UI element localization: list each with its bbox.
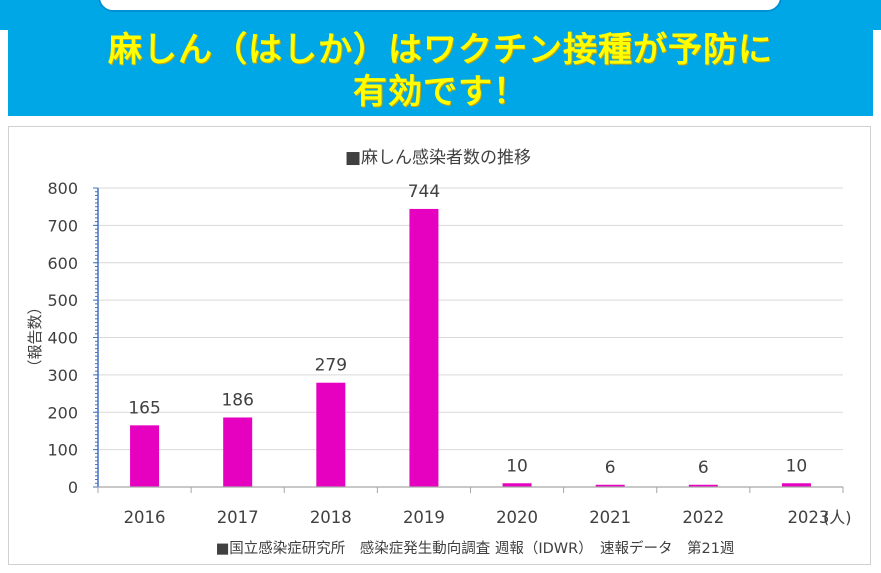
bar-2016 (130, 425, 160, 487)
data-label-2023: 10 (786, 456, 808, 476)
bar-2022 (688, 484, 718, 487)
y-tick-label: 400 (47, 329, 78, 348)
x-tick-label-2020: 2020 (496, 508, 538, 527)
y-tick-label: 200 (47, 403, 78, 422)
data-label-2020: 10 (506, 456, 528, 476)
bar-2019 (409, 208, 439, 487)
data-label-2022: 6 (698, 458, 709, 478)
y-tick-label: 500 (47, 291, 78, 310)
y-axis-label: （報告数） (26, 299, 44, 374)
legend-source: ■国立感染症研究所 感染症発生動向調査 週報（IDWR） 速報データ 第21週 (216, 539, 735, 557)
x-axis-unit: (人) (823, 508, 852, 527)
x-tick-label-2018: 2018 (310, 508, 352, 527)
x-tick-label-2019: 2019 (403, 508, 445, 527)
x-tick-label-2023: 2023 (787, 508, 829, 527)
headline-banner: 麻しん（はしか）はワクチン接種が予防に 有効です！ (8, 24, 873, 116)
data-label-2018: 279 (315, 356, 347, 376)
headline-line-1: 麻しん（はしか）はワクチン接種が予防に (108, 30, 773, 70)
x-tick-label-2022: 2022 (682, 508, 724, 527)
bar-2018 (316, 382, 346, 487)
data-label-2017: 186 (221, 390, 253, 410)
y-tick-label: 700 (47, 216, 78, 235)
data-label-2016: 165 (128, 398, 160, 418)
data-label-2021: 6 (605, 458, 616, 478)
bar-2023 (781, 483, 811, 487)
y-tick-label: 600 (47, 254, 78, 273)
y-tick-label: 300 (47, 366, 78, 385)
y-tick-label: 100 (47, 441, 78, 460)
bar-2017 (223, 417, 253, 487)
y-tick-label: 0 (68, 478, 78, 497)
x-tick-label-2021: 2021 (589, 508, 631, 527)
y-tick-label: 800 (47, 179, 78, 198)
y-axis: 0 100 200 300 400 500 600 700 800 (47, 179, 99, 497)
chart-frame (8, 126, 871, 565)
gridlines (98, 187, 843, 451)
data-labels: 165 186 279 744 10 6 6 10 (128, 182, 807, 478)
bar-2021 (595, 484, 625, 487)
x-axis-ticks: 2016 2017 2018 2019 2020 2021 2022 2023 (97, 486, 844, 527)
x-tick-label-2017: 2017 (217, 508, 259, 527)
data-label-2019: 744 (408, 182, 440, 202)
bar-2020 (502, 483, 532, 487)
headline-line-2: 有効です！ (353, 72, 528, 112)
x-tick-label-2016: 2016 (124, 508, 166, 527)
chart-title: ■麻しん感染者数の推移 (345, 148, 531, 168)
bar-series (130, 208, 811, 487)
